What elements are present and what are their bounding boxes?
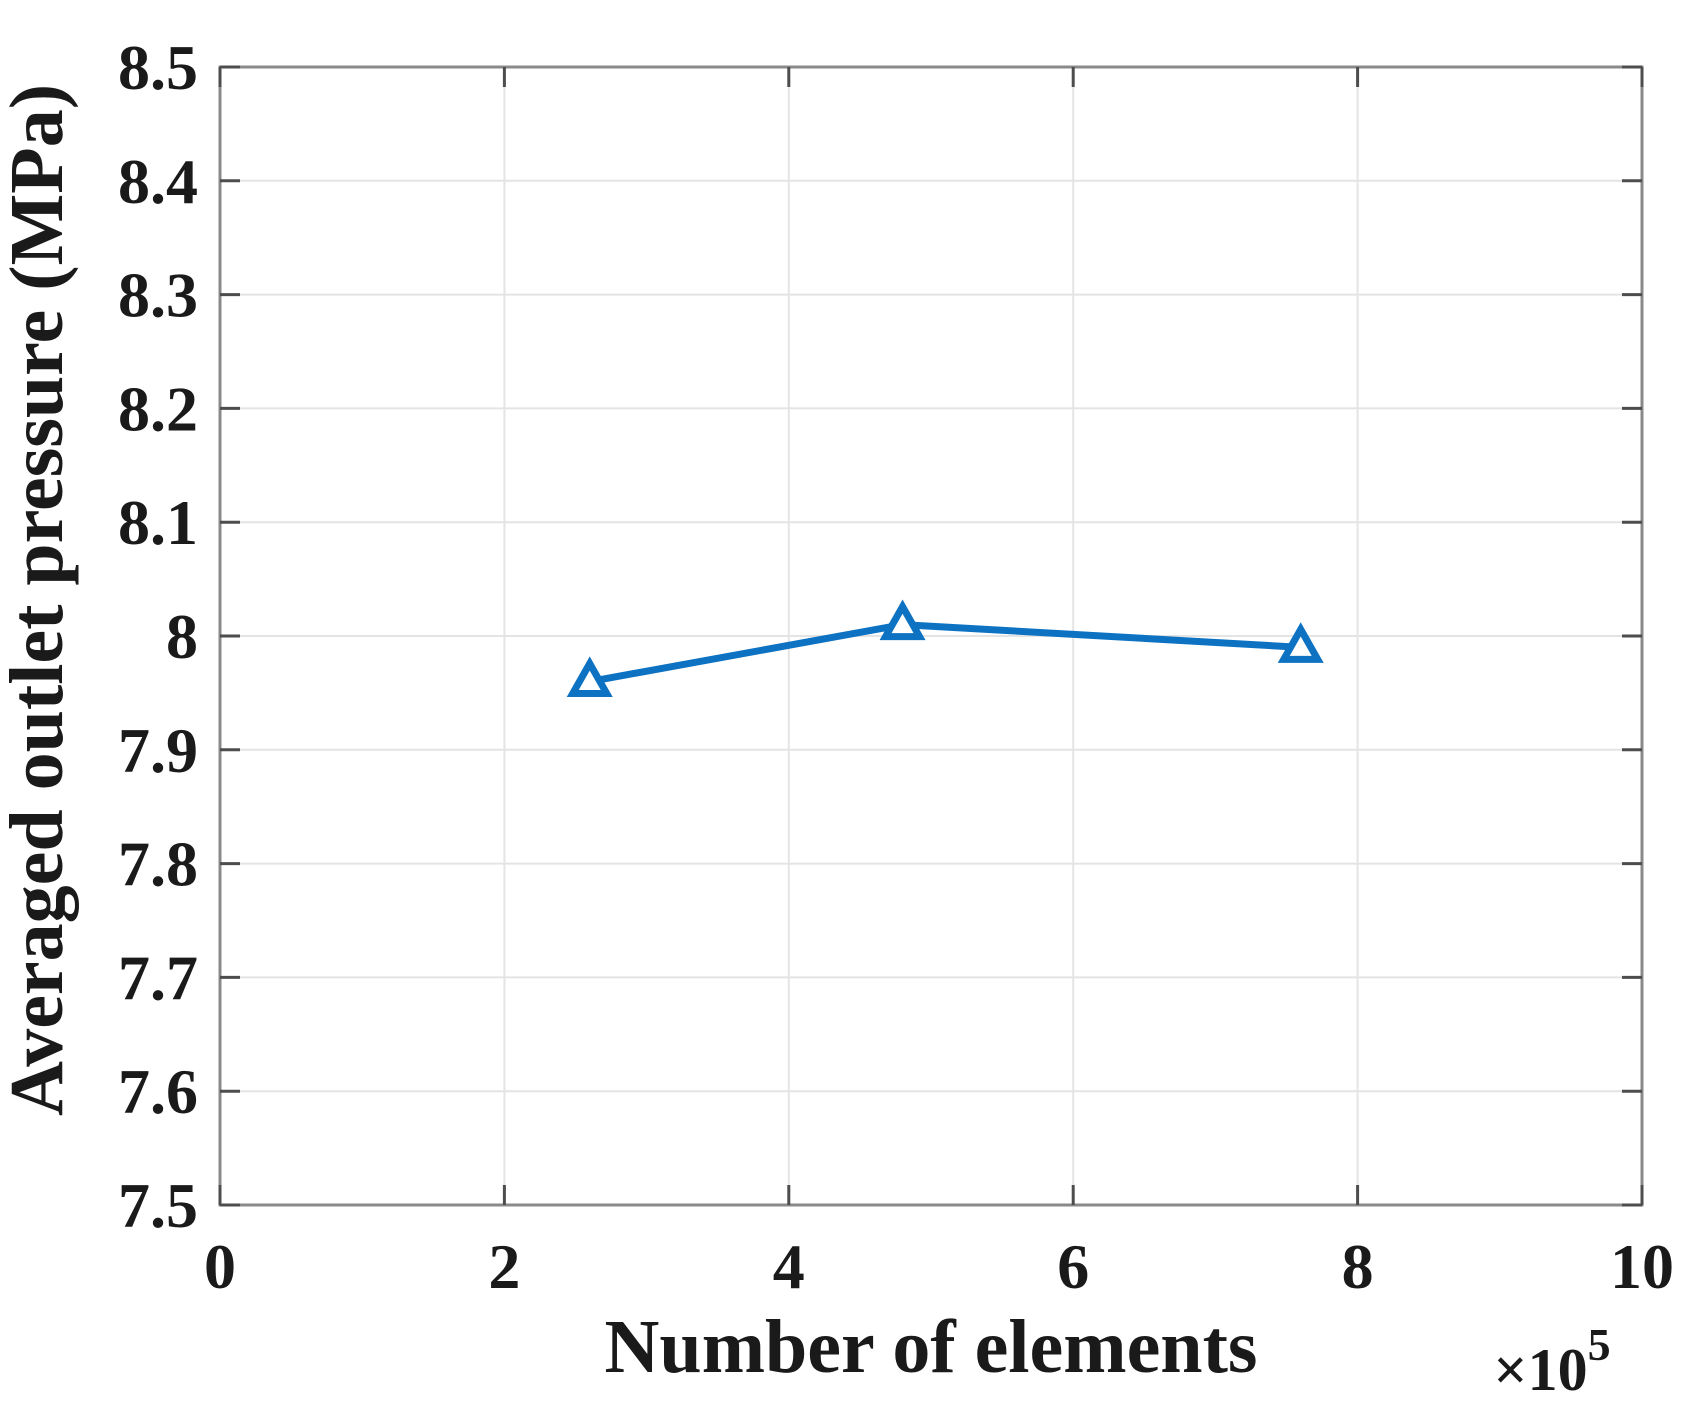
y-tick-label: 8.2 [118, 373, 198, 444]
x-tick-label: 8 [1342, 1231, 1374, 1302]
y-axis-label: Averaged outlet pressure (MPa) [0, 84, 79, 1116]
y-tick-label: 7.7 [118, 942, 198, 1013]
y-tick-label: 8.3 [118, 260, 198, 331]
series-marker-triangle [1277, 622, 1324, 663]
y-tick-label: 7.9 [118, 715, 198, 786]
x-axis-multiplier-exponent: 5 [1588, 1319, 1611, 1370]
x-tick-label: 0 [204, 1231, 236, 1302]
y-tick-label: 8 [166, 601, 198, 672]
x-tick-label: 6 [1057, 1231, 1089, 1302]
y-tick-label: 8.4 [118, 146, 198, 217]
series-marker-triangle [879, 599, 926, 641]
tick-marks [218, 65, 1644, 1207]
x-tick-label: 2 [488, 1231, 520, 1302]
y-tick-label: 8.5 [118, 32, 198, 103]
x-axis-label: Number of elements [605, 1305, 1258, 1389]
y-tick-label: 8.1 [118, 487, 198, 558]
y-tick-label: 7.8 [118, 829, 198, 900]
y-tick-label: 7.5 [118, 1170, 198, 1241]
grid [220, 67, 1642, 1205]
series-marker-triangle [566, 656, 613, 698]
y-tick-label: 7.6 [118, 1056, 198, 1127]
x-tick-label: 10 [1610, 1231, 1674, 1302]
x-tick-label: 4 [773, 1231, 805, 1302]
